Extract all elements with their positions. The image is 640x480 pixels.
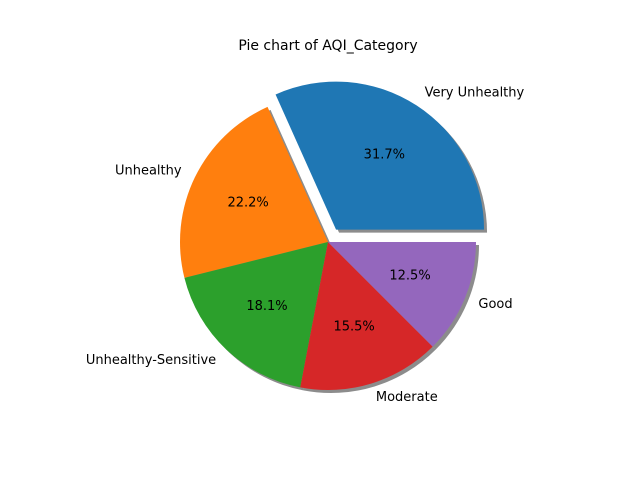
chart-title: Pie chart of AQI_Category [238, 38, 417, 54]
slice-label-unhealthy-sensitive: Unhealthy-Sensitive [86, 353, 216, 368]
percent-label-moderate: 15.5% [333, 319, 374, 334]
slice-unhealthy-sensitive [184, 242, 328, 388]
percent-label-very-unhealthy: 31.7% [364, 148, 405, 163]
percent-label-unhealthy: 22.2% [227, 196, 268, 211]
slice-layer [179, 81, 485, 391]
slice-moderate [300, 242, 433, 391]
percent-label-unhealthy-sensitive: 18.1% [246, 299, 287, 314]
slice-very-unhealthy [275, 81, 485, 230]
slice-label-unhealthy: Unhealthy [115, 163, 182, 178]
slice-good [328, 242, 476, 347]
slice-unhealthy [179, 106, 328, 278]
slice-label-moderate: Moderate [376, 390, 438, 405]
label-layer: Very Unhealthy 31.7% Unhealthy 22.2% Unhealt… [86, 85, 525, 405]
slice-label-very-unhealthy: Very Unhealthy [425, 85, 525, 100]
slice-label-good: Good [478, 297, 512, 312]
percent-label-good: 12.5% [389, 268, 430, 283]
